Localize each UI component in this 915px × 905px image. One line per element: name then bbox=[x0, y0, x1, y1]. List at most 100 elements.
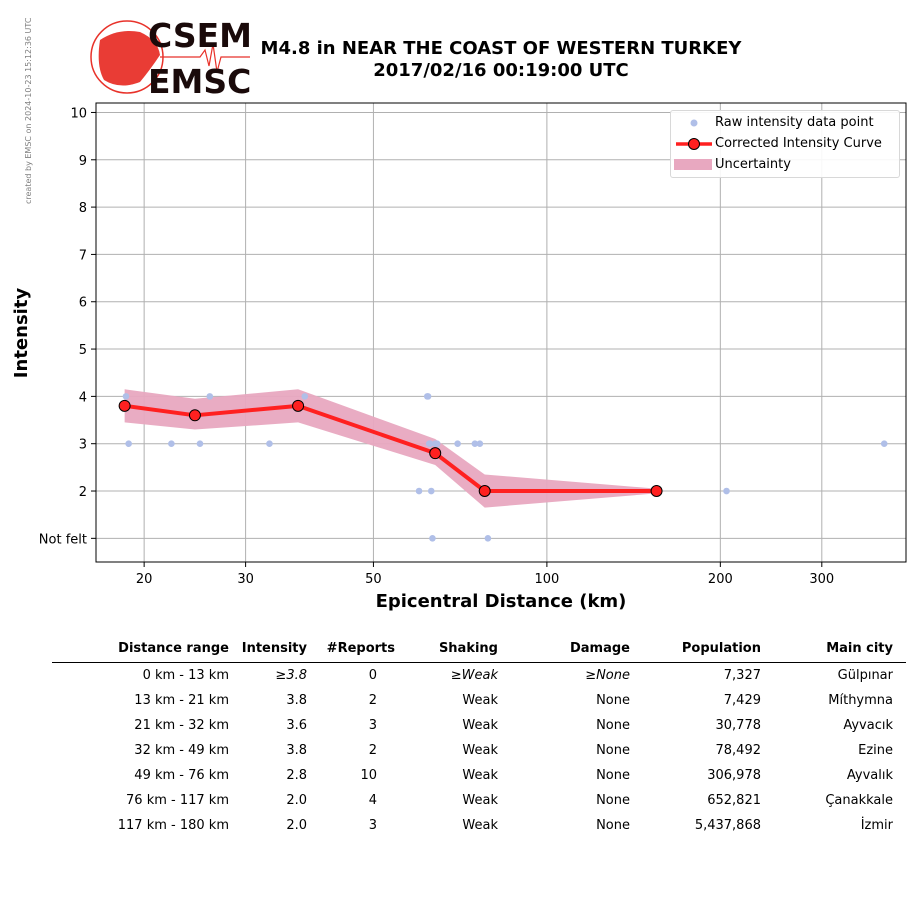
y-axis-label: Intensity bbox=[11, 288, 32, 379]
y-tick-label: 10 bbox=[70, 106, 87, 121]
header-distance-range: Distance range bbox=[52, 640, 229, 663]
table-cell: 4 bbox=[368, 793, 377, 808]
table-cell: Weak bbox=[462, 718, 498, 733]
table-cell: 78,492 bbox=[715, 743, 762, 758]
logo-text-csem: CSEM bbox=[148, 16, 252, 55]
raw-data-point bbox=[196, 440, 204, 448]
y-tick-label: 2 bbox=[79, 485, 87, 500]
table-cell: 7,327 bbox=[723, 668, 761, 683]
uncertainty-swatch-icon bbox=[674, 159, 712, 170]
curve-marker-icon bbox=[676, 138, 712, 150]
header-main-city: Main city bbox=[761, 640, 906, 663]
raw-data-point bbox=[454, 440, 461, 448]
corrected-intensity-point bbox=[429, 447, 442, 460]
raw-data-point bbox=[168, 440, 175, 448]
table-row: 76 km - 117 km 2.0 4 Weak None 652,821 Çanakka… bbox=[52, 788, 906, 813]
raw-data-point bbox=[415, 487, 423, 495]
table-cell: Weak bbox=[462, 818, 498, 833]
x-tick-label: 20 bbox=[136, 572, 153, 587]
raw-data-point bbox=[476, 440, 484, 448]
table-cell: 76 km - 117 km bbox=[126, 793, 229, 808]
table-cell: None bbox=[596, 718, 630, 733]
x-tick-label: 50 bbox=[365, 572, 382, 587]
legend-label-raw: Raw intensity data point bbox=[715, 115, 874, 130]
table-cell: Ayvacık bbox=[843, 718, 893, 733]
table-cell: 0 km - 13 km bbox=[142, 668, 229, 683]
table-row: 49 km - 76 km 2.8 10 Weak None 306,978 Ayvalık bbox=[52, 763, 906, 788]
x-tick-label: 100 bbox=[534, 572, 559, 587]
table-cell: 3.6 bbox=[286, 718, 307, 733]
intensity-summary-table: Distance range Intensity #Reports Shakin… bbox=[52, 640, 906, 838]
table-cell: ≥3.8 bbox=[275, 668, 307, 683]
table-cell: Gülpınar bbox=[837, 668, 893, 683]
table-cell: 49 km - 76 km bbox=[134, 768, 229, 783]
table-cell: 3 bbox=[368, 818, 377, 833]
table-row: 13 km - 21 km 3.8 2 Weak None 7,429 Míthymna bbox=[52, 688, 906, 713]
table-row: 0 km - 13 km ≥3.8 0 ≥Weak ≥None 7,327 Gülpınar bbox=[52, 663, 906, 689]
table-row: 117 km - 180 km 2.0 3 Weak None 5,437,868 İzmi… bbox=[52, 813, 906, 838]
table-cell: 21 km - 32 km bbox=[134, 718, 229, 733]
corrected-intensity-point bbox=[478, 485, 491, 498]
plot-frame bbox=[95, 102, 907, 563]
raw-data-point bbox=[880, 440, 888, 448]
x-tick-label: 30 bbox=[237, 572, 254, 587]
raw-data-point bbox=[125, 440, 132, 448]
y-tick-label: 4 bbox=[79, 390, 87, 405]
legend-label-curve: Corrected Intensity Curve bbox=[715, 136, 882, 151]
table-cell: Míthymna bbox=[828, 693, 893, 708]
table-cell: Weak bbox=[462, 793, 498, 808]
raw-data-point bbox=[266, 440, 273, 448]
table-cell: None bbox=[596, 743, 630, 758]
raw-data-point bbox=[723, 487, 730, 495]
table-cell: 30,778 bbox=[715, 718, 762, 733]
title-line-event: M4.8 in NEAR THE COAST OF WESTERN TURKEY bbox=[260, 38, 742, 59]
table-cell: None bbox=[596, 693, 630, 708]
table-cell: 117 km - 180 km bbox=[117, 818, 229, 833]
y-tick-label: 9 bbox=[79, 154, 87, 169]
raw-data-point bbox=[122, 393, 130, 400]
table-cell: İzmir bbox=[860, 818, 893, 833]
table-cell: None bbox=[596, 793, 630, 808]
raw-data-point bbox=[301, 393, 309, 400]
table-cell: 13 km - 21 km bbox=[134, 693, 229, 708]
x-axis-label: Epicentral Distance (km) bbox=[376, 591, 627, 612]
corrected-intensity-point bbox=[292, 399, 305, 412]
raw-data-point bbox=[471, 440, 479, 448]
legend-item-uncertainty: Uncertainty bbox=[671, 155, 899, 175]
chart-title: M4.8 in NEAR THE COAST OF WESTERN TURKEY… bbox=[240, 38, 762, 82]
table-cell: Weak bbox=[462, 693, 498, 708]
legend-item-curve: Corrected Intensity Curve bbox=[671, 134, 899, 154]
table-cell: 652,821 bbox=[707, 793, 761, 808]
table-cell: 2.0 bbox=[286, 793, 307, 808]
table-cell: Weak bbox=[462, 743, 498, 758]
table-cell: 306,978 bbox=[707, 768, 761, 783]
header-damage: Damage bbox=[498, 640, 630, 663]
table-cell: 3 bbox=[368, 718, 377, 733]
raw-data-point bbox=[424, 393, 432, 400]
x-tick-label: 300 bbox=[809, 572, 834, 587]
header-shaking: Shaking bbox=[395, 640, 498, 663]
raw-data-point bbox=[206, 393, 214, 400]
logo-text-emsc: EMSC bbox=[148, 62, 251, 101]
table-cell: Çanakkale bbox=[825, 793, 893, 808]
table-cell: 10 bbox=[360, 768, 377, 783]
x-tick-label: 200 bbox=[708, 572, 733, 587]
uncertainty-band bbox=[124, 389, 657, 508]
header-population: Population bbox=[630, 640, 761, 663]
legend: Raw intensity data point Corrected Inten… bbox=[670, 110, 900, 178]
raw-data-point bbox=[484, 535, 492, 542]
table-cell: None bbox=[596, 818, 630, 833]
table-cell: Ayvalık bbox=[846, 768, 893, 783]
raw-data-point bbox=[426, 440, 434, 448]
table-header-row: Distance range Intensity #Reports Shakin… bbox=[52, 640, 906, 663]
table-cell: 2 bbox=[368, 693, 377, 708]
table-cell: 32 km - 49 km bbox=[134, 743, 229, 758]
y-tick-label: 3 bbox=[79, 438, 87, 453]
table-cell: 2 bbox=[368, 743, 377, 758]
header-reports: #Reports bbox=[307, 640, 395, 663]
table-cell: Ezine bbox=[858, 743, 893, 758]
table-cell: 0 bbox=[368, 668, 377, 683]
raw-point-icon bbox=[690, 119, 698, 127]
y-tick-label: 7 bbox=[79, 248, 87, 263]
